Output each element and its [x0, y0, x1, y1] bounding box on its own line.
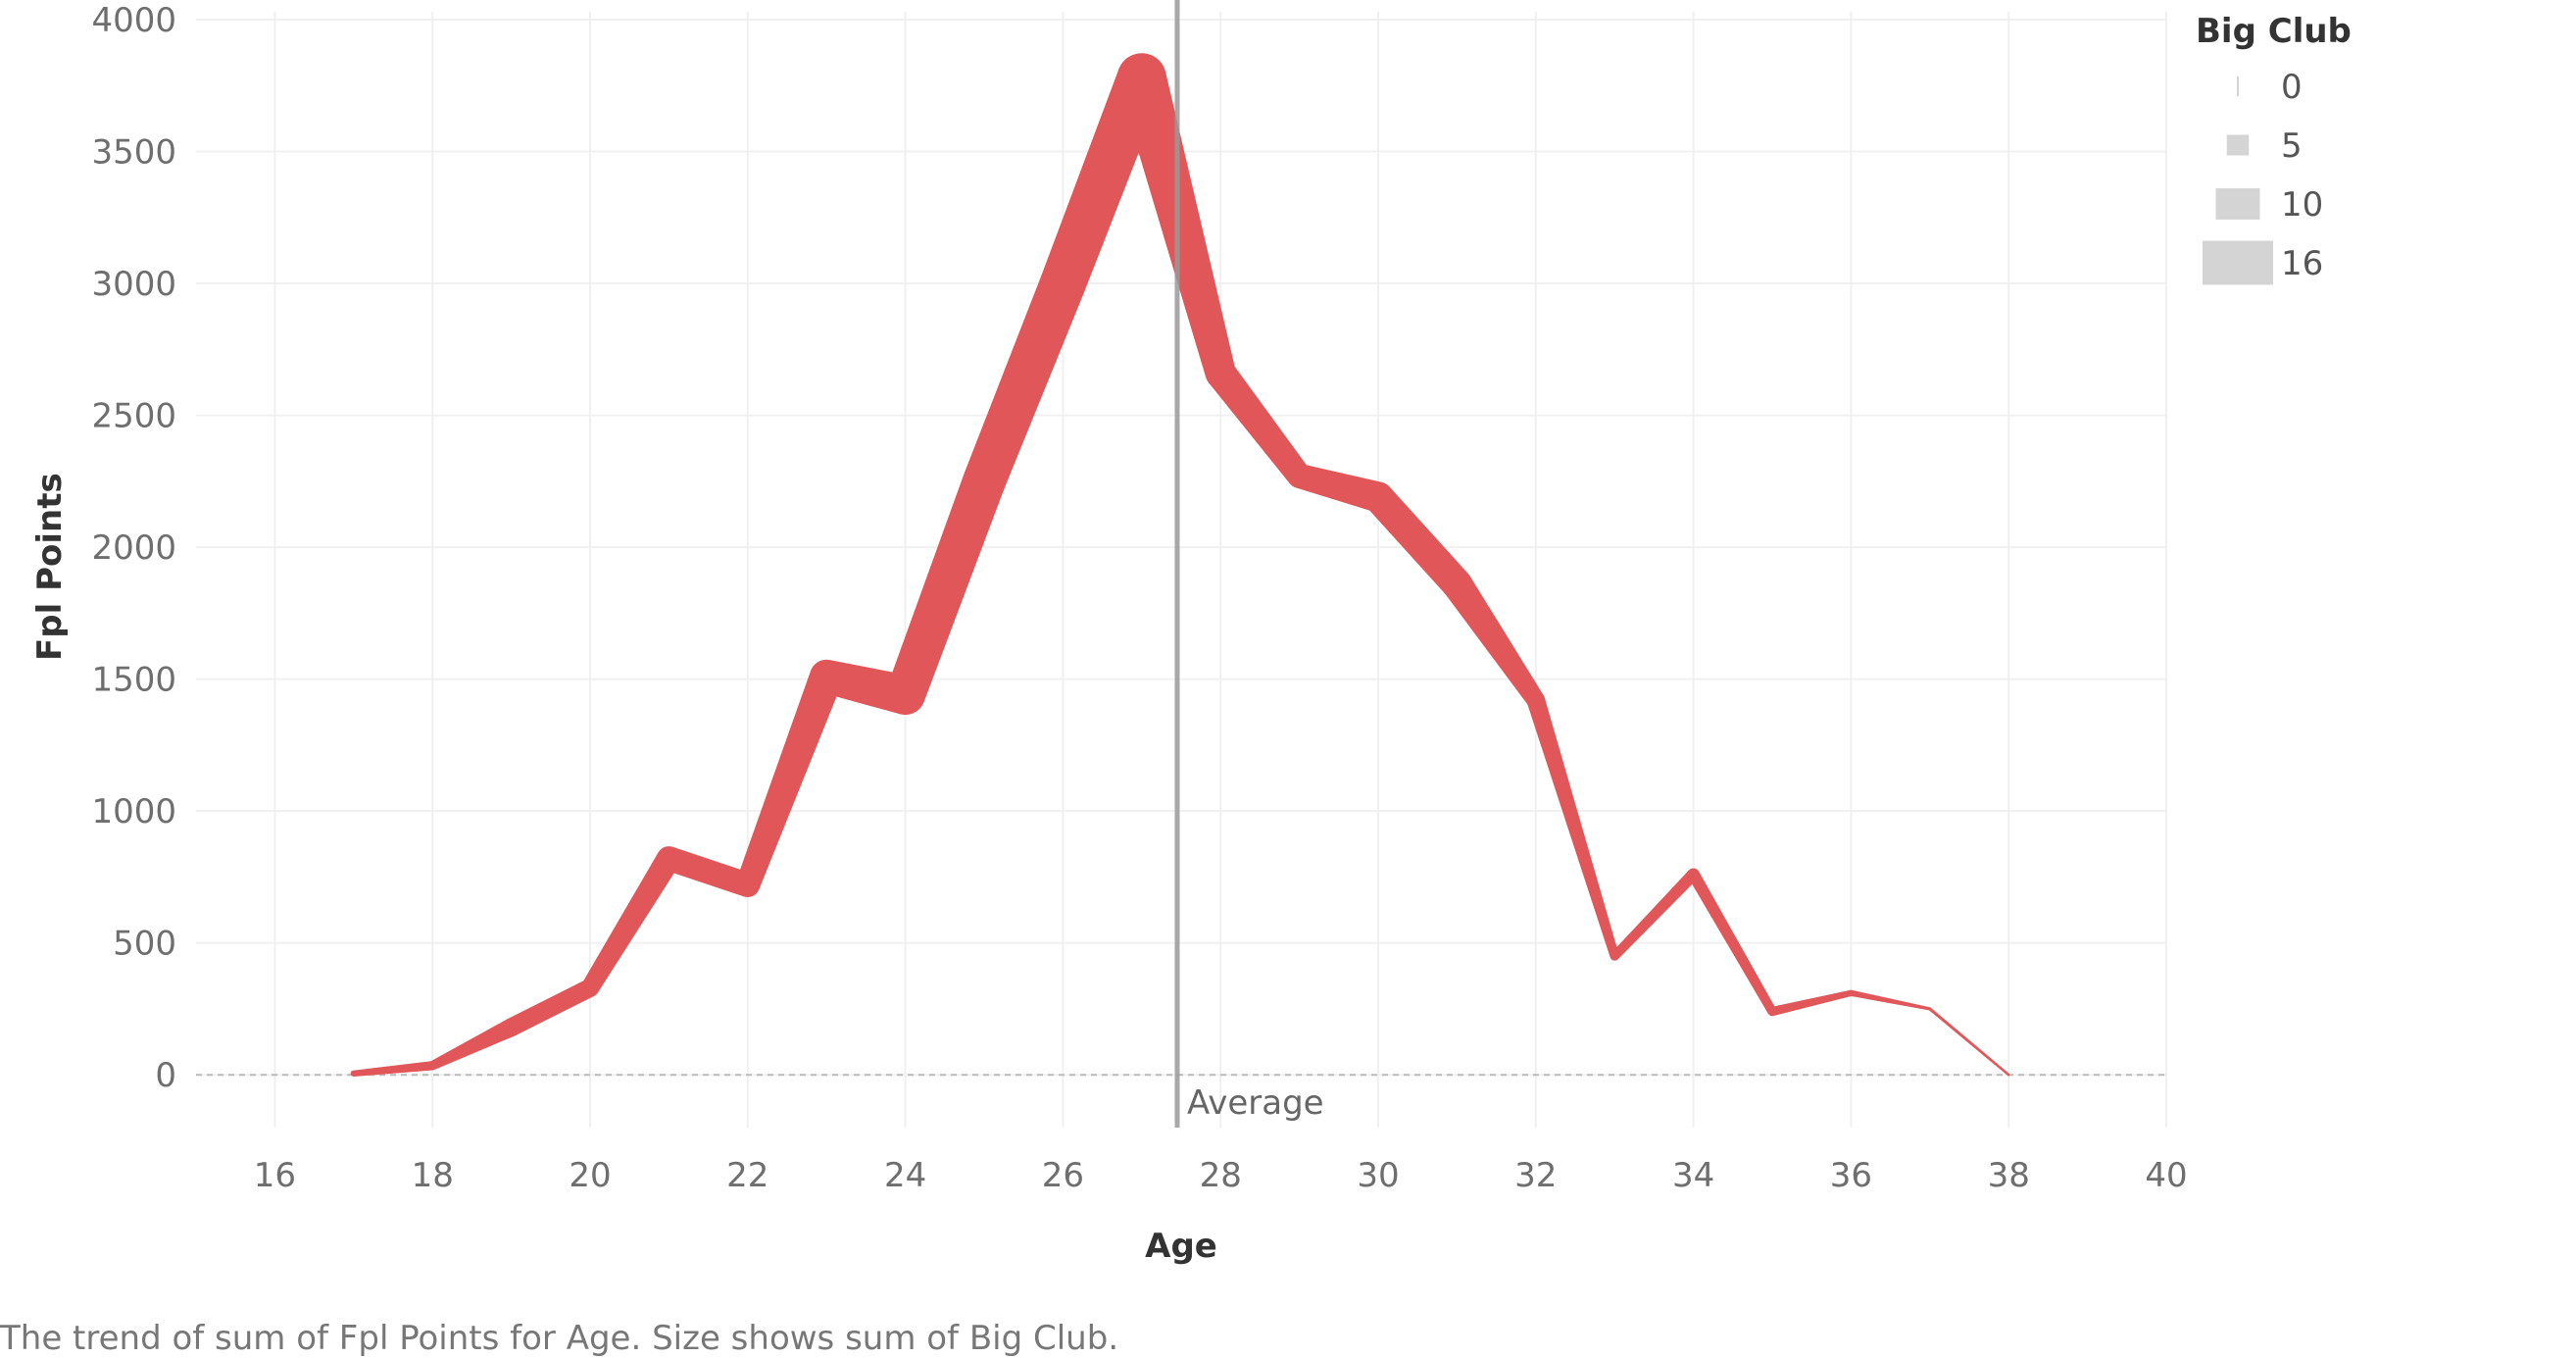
band-segment — [581, 852, 680, 993]
y-tick-label: 3500 — [91, 133, 176, 173]
band-segment — [964, 275, 1085, 489]
x-tick-label: 32 — [1514, 1156, 1557, 1195]
y-tick-label: 1000 — [91, 792, 176, 831]
data-point — [1205, 357, 1236, 389]
y-tick-label: 4000 — [91, 1, 176, 40]
band-segment — [1444, 575, 1544, 706]
data-point — [1928, 1007, 1932, 1011]
data-point — [580, 979, 600, 997]
size-legend: Big Club 0 5 10 16 — [2196, 12, 2352, 285]
y-tick-label: 0 — [155, 1056, 176, 1095]
y-tick-label: 1500 — [91, 661, 176, 700]
y-tick-label: 2500 — [91, 397, 176, 436]
band-segment — [1610, 870, 1699, 960]
x-axis-ticks: 16 18 20 22 24 26 28 30 32 34 36 38 40 — [254, 1156, 2188, 1195]
band-segment — [1208, 364, 1310, 484]
band-segment — [1928, 1007, 2010, 1077]
x-tick-label: 34 — [1672, 1156, 1714, 1195]
x-tick-label: 24 — [884, 1156, 926, 1195]
x-tick-label: 28 — [1200, 1156, 1242, 1195]
legend-size-swatch — [2203, 240, 2273, 285]
x-tick-label: 22 — [726, 1156, 768, 1195]
y-axis-ticks: 0 500 1000 1500 2000 2500 3000 3500 4000 — [91, 1, 176, 1095]
data-point — [350, 1070, 357, 1077]
data-point — [1848, 989, 1855, 996]
band-segment — [1366, 486, 1468, 595]
legend-size-label: 0 — [2281, 68, 2303, 107]
legend-size-swatch — [2215, 188, 2260, 220]
y-axis-title: Fpl Points — [30, 473, 70, 661]
band-segment — [353, 1061, 433, 1077]
data-point — [656, 846, 681, 872]
data-point — [1441, 569, 1473, 600]
x-tick-label: 20 — [569, 1156, 611, 1195]
data-point — [1610, 951, 1619, 961]
band-segment — [1688, 871, 1777, 1014]
data-point — [427, 1061, 437, 1071]
band-segment — [507, 980, 595, 1036]
data-point — [2006, 1073, 2010, 1077]
band-segment — [736, 670, 843, 889]
data-point — [885, 675, 925, 716]
legend-size-label: 16 — [2281, 244, 2323, 283]
band-segment — [1526, 697, 1619, 958]
y-tick-label: 2000 — [91, 528, 176, 568]
average-label: Average — [1187, 1083, 1324, 1123]
x-tick-label: 26 — [1042, 1156, 1084, 1195]
data-point — [502, 1018, 520, 1037]
data-point — [1287, 463, 1313, 488]
data-point — [1362, 481, 1394, 513]
data-point — [1687, 868, 1700, 880]
data-point — [1767, 1006, 1777, 1017]
chart-caption: The trend of sum of Fpl Points for Age. … — [0, 1319, 1119, 1358]
legend-size-label: 5 — [2281, 126, 2303, 166]
x-tick-label: 36 — [1830, 1156, 1872, 1195]
legend-size-swatch — [2226, 134, 2250, 156]
band-segment — [1770, 989, 1853, 1017]
data-point — [735, 872, 761, 897]
band-segment — [1850, 989, 1931, 1011]
data-point — [1116, 53, 1166, 103]
data-point — [810, 659, 844, 694]
x-tick-label: 18 — [412, 1156, 454, 1195]
data-point — [963, 459, 1006, 503]
data-point — [1039, 260, 1086, 307]
x-tick-label: 30 — [1357, 1156, 1399, 1195]
y-tick-label: 3000 — [91, 265, 176, 304]
data-point — [1526, 690, 1546, 710]
band-segment — [665, 846, 752, 897]
band-segment — [886, 474, 1005, 702]
x-tick-label: 38 — [1988, 1156, 2030, 1195]
data-band — [350, 53, 2010, 1077]
band-segment — [430, 1019, 516, 1070]
x-tick-label: 16 — [254, 1156, 296, 1195]
x-tick-label: 40 — [2145, 1156, 2187, 1195]
band-segment — [1296, 464, 1383, 513]
x-axis-title: Age — [1145, 1227, 1217, 1266]
legend-size-label: 10 — [2281, 185, 2323, 225]
legend-size-swatch — [2237, 76, 2239, 96]
legend-title: Big Club — [2196, 12, 2352, 51]
y-tick-label: 500 — [113, 925, 176, 964]
